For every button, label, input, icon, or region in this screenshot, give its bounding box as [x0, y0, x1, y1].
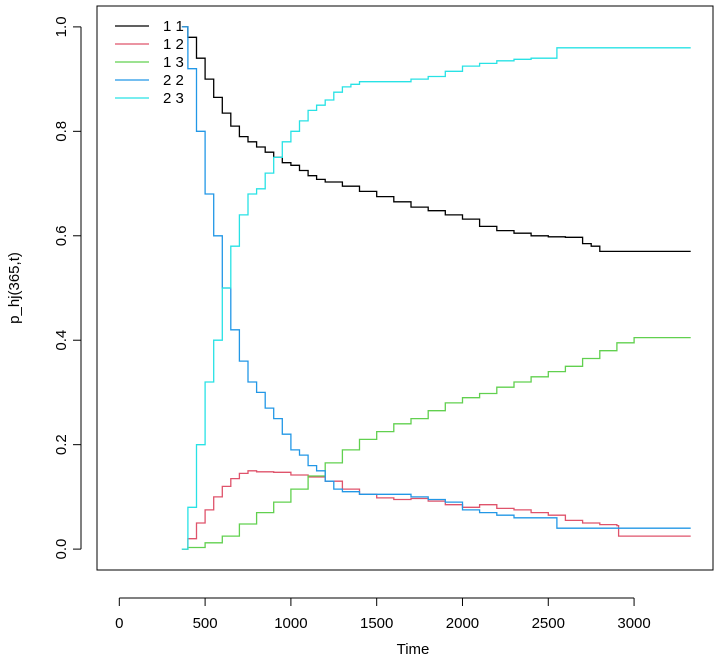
x-tick-label: 2500 — [532, 615, 565, 632]
x-axis: 0 500 1000 1500 2000 2500 3000 — [115, 597, 651, 632]
legend-item-label: 1 1 — [163, 18, 184, 35]
series-line-3 — [181, 336, 691, 550]
y-tick-label: 0.0 — [53, 539, 70, 560]
y-tick-label: 1.0 — [53, 16, 70, 37]
x-axis-label: Time — [397, 641, 430, 658]
series-line-5 — [181, 47, 691, 550]
x-tick-label: 0 — [115, 615, 123, 632]
y-axis-label: p_hj(365,t) — [6, 252, 23, 324]
y-axis: 0.0 0.2 0.4 0.6 0.8 1.0 — [53, 16, 82, 560]
x-tick-label: 1000 — [274, 615, 307, 632]
y-tick-label: 0.2 — [53, 434, 70, 455]
x-tick-label: 3000 — [617, 615, 650, 632]
legend: 1 11 21 32 22 3 — [115, 18, 184, 107]
plot-frame — [96, 5, 714, 571]
legend-item-label: 1 2 — [163, 36, 184, 53]
series-line-4 — [181, 26, 691, 529]
x-tick-label: 2000 — [446, 615, 479, 632]
legend-item-label: 2 2 — [163, 72, 184, 89]
x-tick-label: 1500 — [360, 615, 393, 632]
y-tick-label: 0.6 — [53, 225, 70, 246]
series-line-2 — [181, 470, 691, 550]
legend-item-label: 1 3 — [163, 54, 184, 71]
legend-item-label: 2 3 — [163, 90, 184, 107]
x-tick-label: 500 — [193, 615, 218, 632]
series-line-1 — [181, 26, 691, 253]
series-layer — [181, 26, 691, 550]
y-tick-label: 0.8 — [53, 121, 70, 142]
y-tick-label: 0.4 — [53, 330, 70, 351]
